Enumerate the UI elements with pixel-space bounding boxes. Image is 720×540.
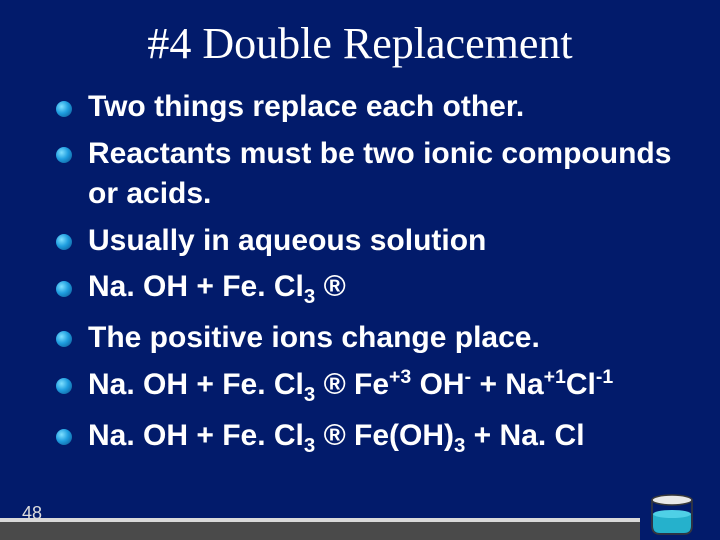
reaction-arrow: ® Fe(OH) (315, 419, 454, 452)
slide-title: #4 Double Replacement (38, 18, 682, 69)
bullet-item: Na. OH + Fe. Cl3 ® (56, 267, 682, 312)
page-number: 48 (22, 503, 42, 524)
bullet-item: The positive ions change place. (56, 318, 682, 359)
bullet-text: + Na (471, 368, 544, 401)
bullet-text: + Na. Cl (465, 419, 584, 452)
subscript: 3 (304, 435, 315, 457)
bullet-text: OH (411, 368, 464, 401)
bullet-item: Usually in aqueous solution (56, 221, 682, 262)
bullet-item: Na. OH + Fe. Cl3 ® Fe(OH)3 + Na. Cl (56, 416, 682, 461)
subscript: 3 (304, 286, 315, 308)
bullet-text: Usually in aqueous solution (88, 224, 486, 257)
bullet-item: Na. OH + Fe. Cl3 ® Fe+3 OH- + Na+1Cl-1 (56, 364, 682, 410)
slide: #4 Double Replacement Two things replace… (0, 0, 720, 540)
bullet-list: Two things replace each other. Reactants… (38, 87, 682, 460)
subscript: 3 (454, 435, 465, 457)
bullet-item: Reactants must be two ionic compounds or… (56, 134, 682, 215)
bullet-item: Two things replace each other. (56, 87, 682, 128)
reaction-arrow: ® Fe (315, 368, 389, 401)
superscript: +3 (389, 366, 411, 388)
bullet-text: Two things replace each other. (88, 90, 524, 123)
superscript: -1 (596, 366, 613, 388)
bullet-text: Cl (566, 368, 596, 401)
subscript: 3 (304, 384, 315, 406)
footer-bar-dark (0, 522, 640, 540)
bullet-text: Reactants must be two ionic compounds or… (88, 137, 671, 211)
bullet-text: Na. OH + Fe. Cl (88, 368, 304, 401)
bullet-text: Na. OH + Fe. Cl (88, 419, 304, 452)
reaction-arrow: ® (315, 270, 345, 303)
superscript: +1 (544, 366, 566, 388)
beaker-icon (646, 494, 698, 536)
bullet-text: Na. OH + Fe. Cl (88, 270, 304, 303)
bullet-text: The positive ions change place. (88, 321, 540, 354)
